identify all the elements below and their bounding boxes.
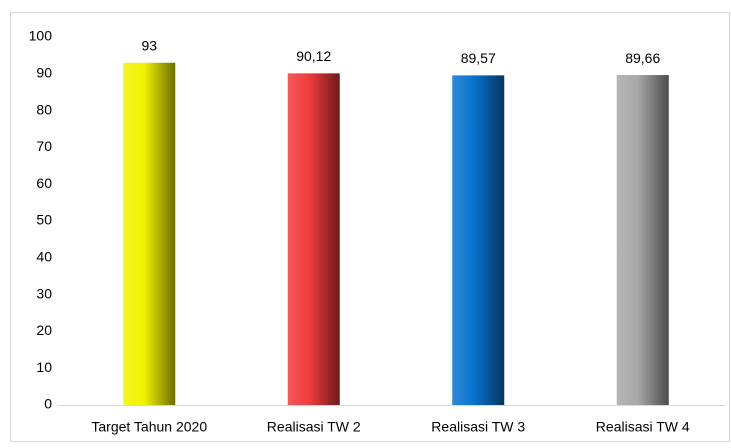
y-tick-label: 0 (44, 396, 52, 412)
data-label: 93 (141, 37, 157, 53)
x-tick-label: Realisasi TW 4 (596, 419, 690, 435)
y-tick-label: 90 (36, 65, 52, 81)
bar (123, 62, 176, 405)
y-tick-label: 70 (36, 138, 52, 154)
x-tick-label: Realisasi TW 2 (267, 419, 361, 435)
bar (616, 75, 669, 405)
data-label: 89,66 (625, 50, 660, 66)
y-tick-label: 20 (36, 322, 52, 338)
x-tick-label: Realisasi TW 3 (431, 419, 525, 435)
y-tick-label: 80 (36, 101, 52, 117)
y-tick-label: 100 (29, 28, 53, 44)
bar (287, 73, 340, 405)
data-label: 89,57 (461, 50, 496, 66)
data-label: 90,12 (296, 48, 331, 64)
y-tick-label: 50 (36, 212, 52, 228)
y-tick-label: 40 (36, 249, 52, 265)
y-tick-label: 30 (36, 285, 52, 301)
x-tick-label: Target Tahun 2020 (91, 419, 207, 435)
bar (452, 75, 505, 406)
y-tick-label: 10 (36, 359, 52, 375)
y-tick-label: 60 (36, 175, 52, 191)
